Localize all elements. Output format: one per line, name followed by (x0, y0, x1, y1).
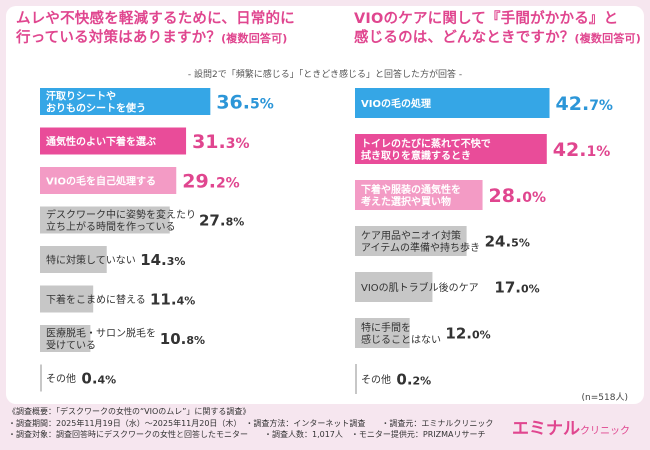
bar-1-3 (40, 167, 177, 194)
category-label-1-1-2: おりものシートを使う (46, 102, 146, 115)
value-label-1-2: 31.3% (192, 131, 249, 153)
value-label-2-1: 42.7% (556, 93, 613, 115)
question-1-title-line1: ムレや不快感を軽減するために、日常的に (16, 11, 295, 27)
bar-1-1 (40, 88, 211, 115)
question-1-title-line2: 行っている対策はありますか？ (16, 30, 222, 46)
bar-1-4 (40, 206, 170, 234)
category-label-1-6-1: 下着をこまめに替える (46, 293, 146, 306)
value-label-2-4: 24.5% (485, 233, 530, 251)
bar-2-6 (355, 318, 410, 348)
value-label-1-6: 11.4% (150, 291, 195, 309)
category-label-2-6-2: 感じることはない (361, 333, 441, 346)
footer-line-1: 《調査概要：「デスクワークの女性の“VIOのムレ”」に関する調査》 (8, 407, 251, 416)
value-label-1-7: 10.8% (160, 330, 205, 348)
value-label-2-3: 28.0% (489, 185, 546, 207)
respondent-note: - 設問2で「頻繁に感じる」「ときどき感じる」と回答した方が回答 - (187, 70, 463, 80)
survey-panel (6, 6, 644, 404)
category-label-2-4-1: ケア用品やニオイ対策 (361, 229, 461, 242)
bar-1-5 (40, 246, 107, 273)
category-label-1-8-1: その他 (46, 372, 76, 385)
bar-2-2 (355, 134, 547, 164)
category-label-2-3-2: 考えた選択や買い物 (361, 195, 451, 208)
bar-2-7 (355, 364, 357, 394)
category-label-1-7-1: 医療脱毛・サロン脱毛を (46, 327, 156, 340)
question-2-title: VIOのケアに関して『手間がかかる』と 感じるのは、どんなときですか？(複数回答… (354, 10, 644, 48)
category-label-1-7-2: 受けている (46, 340, 96, 352)
brand-sub: クリニック (580, 426, 630, 437)
survey-footer: 《調査概要：「デスクワークの女性の“VIOのムレ”」に関する調査》 ・調査期間：… (8, 406, 493, 441)
question-1-title-suffix: (複数回答可) (221, 32, 288, 45)
value-label-1-5: 14.3% (140, 251, 185, 269)
bar-2-3 (355, 180, 483, 210)
value-label-2-6: 12.0% (445, 325, 490, 343)
category-label-2-5-1: VIOの肌トラブル後のケア (361, 281, 479, 294)
footer-line-2: ・調査期間：2025年11月19日（水）～2025年11月20日（木） ・調査方… (8, 418, 494, 428)
brand-main: エミナル (512, 419, 580, 439)
value-label-2-2: 42.1% (553, 139, 610, 161)
bar-2-1 (355, 88, 550, 118)
category-label-2-6-1: 特に手間を (361, 321, 411, 334)
value-label-1-1: 36.5% (216, 92, 273, 114)
category-label-2-3-1: 下着や服装の通気性を (361, 183, 461, 196)
bar-2-4 (355, 226, 467, 256)
question-1-title: ムレや不快感を軽減するために、日常的に 行っている対策はありますか？(複数回答可… (16, 10, 316, 48)
category-label-1-2-1: 通気性のよい下着を選ぶ (46, 135, 156, 148)
bar-1-8 (40, 364, 42, 392)
value-label-1-8: 0.4% (81, 370, 116, 388)
question-2-title-line2: 感じるのは、どんなときですか？ (354, 30, 575, 46)
bar-1-7 (40, 325, 91, 352)
category-label-2-4-2: アイテムの準備や持ち歩き (361, 241, 480, 254)
category-label-2-2-2: 拭き取りを意識するとき (361, 149, 471, 162)
category-label-1-4-2: 立ち上がる時間を作っている (46, 220, 176, 233)
value-label-1-3: 29.2% (182, 171, 239, 193)
footer-line-3: ・調査対象：調査回答時にデスクワークの女性と回答したモニター ・調査人数：1,0… (8, 430, 486, 439)
category-label-2-1-1: VIOの毛の処理 (361, 97, 431, 110)
category-label-2-2-1: トイレのたびに蒸れて不快で (361, 137, 491, 150)
bar-2-5 (355, 272, 433, 302)
bar-1-2 (40, 127, 187, 155)
question-2-title-line1: VIOのケアに関して『手間がかかる』と (354, 11, 619, 27)
value-label-2-7: 0.2% (396, 371, 431, 389)
brand-logo: エミナルクリニック (512, 414, 630, 439)
category-label-2-7-1: その他 (361, 373, 391, 386)
category-label-1-5-1: 特に対策していない (46, 254, 136, 267)
category-label-1-3-1: VIOの毛を自己処理する (46, 175, 156, 188)
category-label-1-1-1: 汗取りシートや (46, 90, 116, 103)
bar-1-6 (40, 285, 94, 313)
category-label-1-4-1: デスクワーク中に姿勢を変えたり (46, 208, 196, 221)
value-label-1-4: 27.8% (199, 212, 244, 230)
sample-size-label: (n=518人) (581, 393, 628, 403)
value-label-2-5: 17.0% (494, 279, 539, 297)
question-2-title-suffix: (複数回答可) (574, 32, 641, 45)
